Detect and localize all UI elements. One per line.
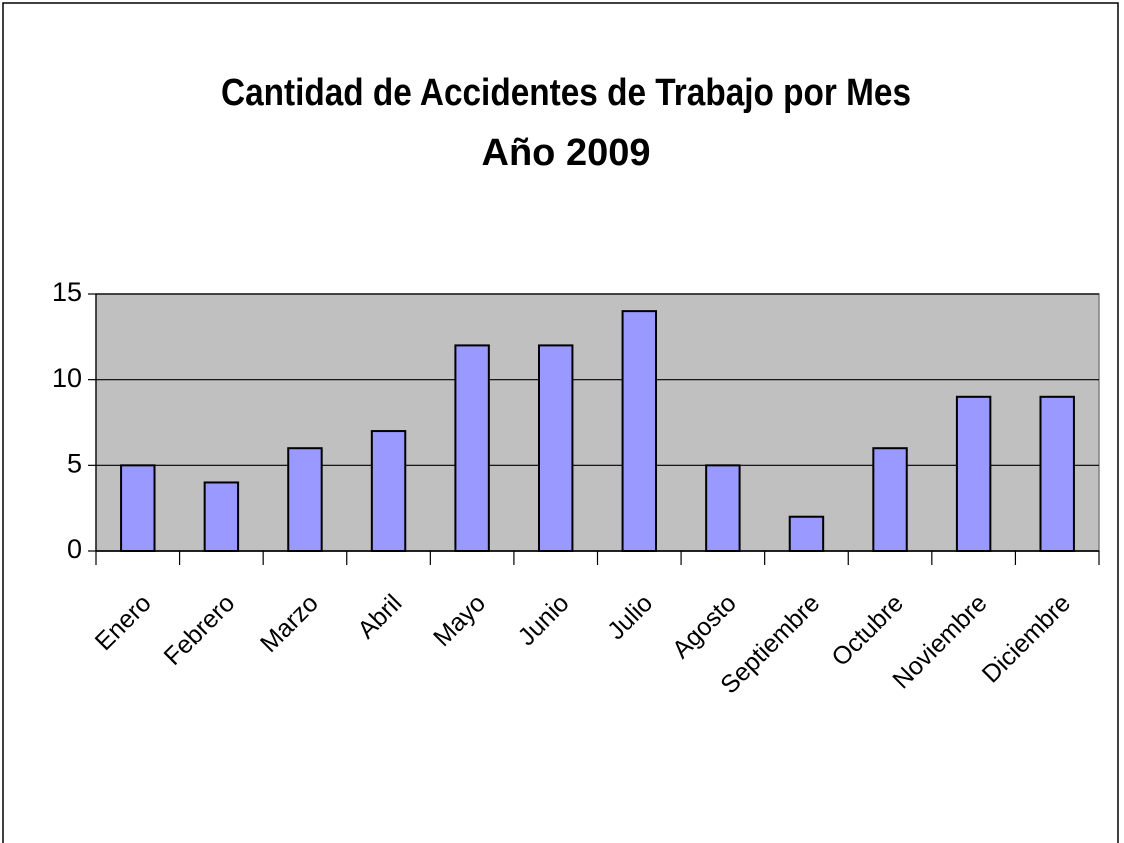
bar [955, 395, 992, 552]
bar [705, 464, 741, 553]
bar [454, 344, 490, 552]
bar [287, 447, 323, 553]
bar [1039, 395, 1075, 552]
plot-area [95, 293, 1100, 552]
y-tick-label: 0 [67, 534, 82, 564]
bar [203, 481, 240, 553]
chart-title: Cantidad de Accidentes de Trabajo por Me… [221, 72, 911, 114]
bar [537, 344, 574, 552]
bar [120, 464, 156, 553]
y-tick-label: 15 [52, 277, 82, 307]
bar [872, 447, 908, 553]
bar [370, 430, 407, 553]
y-tick-label: 5 [67, 448, 82, 478]
bar [788, 515, 825, 553]
bar [621, 310, 658, 552]
chart-subtitle: Año 2009 [482, 132, 651, 174]
y-tick-label: 10 [52, 363, 82, 393]
